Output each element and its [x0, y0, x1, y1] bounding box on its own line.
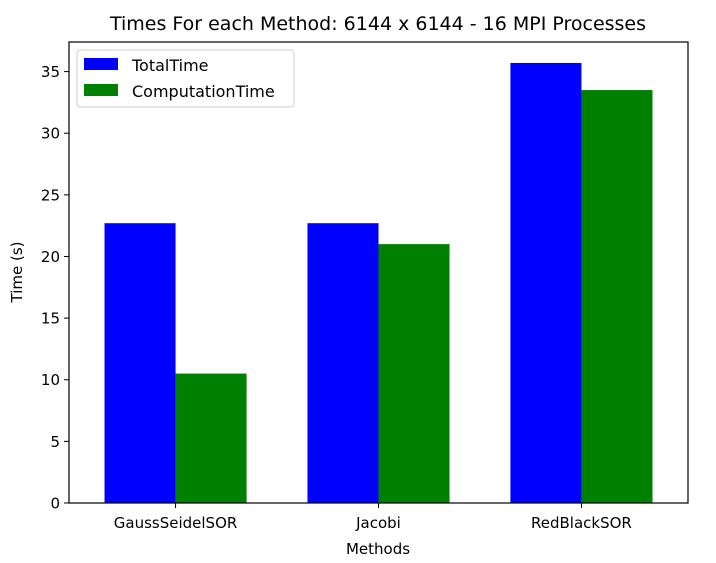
y-axis-label: Time (s): [8, 242, 26, 304]
bar-computationtime-jacobi: [378, 244, 450, 504]
bars-group: [104, 62, 653, 504]
plot-frame: [68, 41, 689, 504]
legend-label-computation: ComputationTime: [132, 82, 275, 101]
y-axis: 0 5 10 15 20 25 30 35: [41, 63, 69, 513]
bar-computationtime-gaussseidelsor: [175, 373, 247, 503]
legend: TotalTime ComputationTime: [76, 49, 295, 108]
y-tick-label: 20: [41, 248, 60, 266]
y-tick-label: 30: [41, 125, 60, 143]
bar-totaltime-jacobi: [307, 223, 379, 503]
bar-totaltime-redblacksor: [510, 62, 582, 504]
y-tick-label: 5: [50, 433, 60, 451]
y-tick-label: 15: [41, 310, 60, 328]
y-tick-label: 0: [50, 495, 60, 513]
y-tick-label: 10: [41, 371, 60, 389]
y-tick-label: 35: [41, 63, 60, 81]
x-axis: GaussSeidelSOR Jacobi RedBlackSOR: [114, 503, 632, 532]
legend-label-total: TotalTime: [131, 56, 209, 75]
legend-box: [76, 49, 295, 108]
bar-totaltime-gaussseidelsor: [104, 223, 176, 503]
bar-computationtime-redblacksor: [581, 90, 653, 503]
legend-swatch-total: [84, 58, 118, 70]
legend-swatch-computation: [84, 84, 118, 96]
x-tick-label: RedBlackSOR: [531, 514, 632, 532]
y-tick-label: 25: [41, 186, 60, 204]
x-tick-label: GaussSeidelSOR: [114, 514, 238, 532]
chart-title: Times For each Method: 6144 x 6144 - 16 …: [109, 13, 646, 35]
x-axis-label: Methods: [346, 540, 410, 558]
x-tick-label: Jacobi: [355, 514, 401, 532]
